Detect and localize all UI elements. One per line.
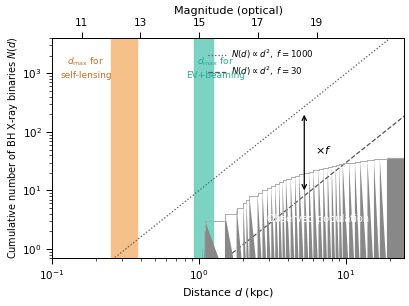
- X-axis label: Magnitude (optical): Magnitude (optical): [173, 6, 282, 16]
- Legend: $N(d) \propto d^2,\ f = 1000$, $N(d) \propto d^2,\ f = 30$: $N(d) \propto d^2,\ f = 1000$, $N(d) \pr…: [204, 45, 317, 82]
- Bar: [110, 38, 137, 258]
- Bar: [194, 38, 213, 258]
- Text: $d_{\mathrm{max}}$ for
EV+beaming: $d_{\mathrm{max}}$ for EV+beaming: [186, 56, 245, 80]
- Text: Observed population: Observed population: [267, 215, 369, 224]
- Text: $\times f$: $\times f$: [314, 144, 330, 156]
- X-axis label: Distance $d$ (kpc): Distance $d$ (kpc): [182, 286, 274, 300]
- Polygon shape: [52, 158, 403, 276]
- Y-axis label: Cumulative number of BH X-ray binaries $N(d)$: Cumulative number of BH X-ray binaries $…: [6, 37, 20, 259]
- Text: $d_{\mathrm{max}}$ for
self-lensing: $d_{\mathrm{max}}$ for self-lensing: [60, 56, 111, 80]
